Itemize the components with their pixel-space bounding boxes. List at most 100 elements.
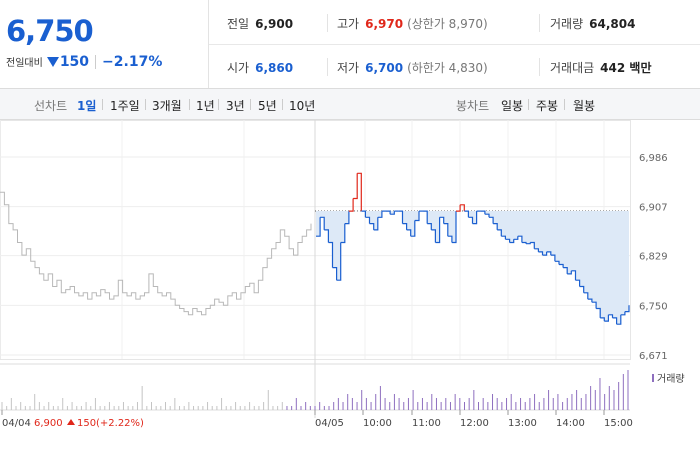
tab-5y[interactable]: 5년 bbox=[258, 99, 277, 113]
series-segment-today bbox=[575, 279, 581, 287]
tab-1d[interactable]: 1일 bbox=[77, 99, 97, 113]
y-tick-label: 6,671 bbox=[639, 351, 668, 362]
series-segment-today bbox=[414, 211, 420, 222]
divider bbox=[282, 99, 283, 110]
series-segment-today bbox=[616, 314, 622, 325]
series-segment-today bbox=[316, 217, 321, 237]
tab-monthly-candle[interactable]: 월봉 bbox=[573, 99, 596, 113]
series-segment-today bbox=[468, 216, 474, 224]
chart-area bbox=[316, 211, 629, 325]
series-segment-today bbox=[484, 213, 490, 218]
down-triangle-icon bbox=[46, 57, 59, 67]
series-segment-today bbox=[456, 204, 461, 212]
series-segment-today bbox=[567, 270, 572, 275]
stat-low: 저가 6,700 (하한가 4,830) bbox=[337, 59, 488, 76]
stat-prev-close: 전일 6,900 bbox=[227, 15, 293, 32]
series-segment-today bbox=[583, 292, 589, 300]
series-segment-today bbox=[344, 211, 350, 225]
x-tick-label: 11:00 bbox=[412, 418, 441, 429]
divider bbox=[539, 14, 540, 32]
chart-grid bbox=[0, 120, 631, 418]
y-axis-labels: 6,986 6,907 6,829 6,750 6,671 bbox=[639, 153, 668, 362]
divider bbox=[145, 99, 146, 110]
series-segment-today bbox=[497, 229, 502, 237]
series-segment-today bbox=[365, 216, 371, 224]
series-segment-today bbox=[464, 210, 469, 218]
series-segment-today bbox=[501, 235, 506, 240]
series-segment-today bbox=[608, 314, 614, 318]
x-tick-label: 15:00 bbox=[604, 418, 633, 429]
series-segment-today bbox=[624, 305, 630, 313]
change-percent: −2.17% bbox=[102, 54, 163, 70]
series-segment-today bbox=[451, 211, 457, 244]
series-segment-today bbox=[431, 229, 436, 243]
divider bbox=[564, 99, 565, 110]
y-tick-label: 6,829 bbox=[639, 252, 668, 263]
series-segment-today bbox=[423, 210, 428, 224]
divider bbox=[327, 58, 328, 76]
period-tabs: 선차트 1일 1주일 3개월 1년 3년 5년 10년 봉차트 일봉 주봉 월봉 bbox=[0, 89, 700, 120]
series-segment-today bbox=[439, 216, 445, 224]
price-block: 6,750 전일대비 150 −2.17% bbox=[0, 0, 209, 88]
series-segment-today bbox=[435, 217, 441, 244]
series-segment-today bbox=[620, 311, 626, 316]
tab-1y[interactable]: 1년 bbox=[196, 99, 215, 113]
series-segment-today bbox=[348, 198, 354, 212]
series-segment-today bbox=[386, 210, 391, 215]
lower-limit: (하한가 4,830) bbox=[407, 61, 488, 75]
change-label: 전일대비 bbox=[6, 58, 43, 69]
divider bbox=[528, 99, 529, 110]
series-segment-today bbox=[612, 317, 618, 325]
tab-3y[interactable]: 3년 bbox=[226, 99, 245, 113]
tab-10y[interactable]: 10년 bbox=[289, 99, 316, 113]
series-segment-today bbox=[377, 211, 383, 218]
series-segment-today bbox=[538, 251, 544, 256]
current-price: 6,750 bbox=[6, 14, 94, 48]
stat-label: 전일 bbox=[227, 17, 250, 31]
series-segment-today bbox=[521, 241, 527, 244]
series-segment-today bbox=[563, 267, 568, 274]
stat-value: 442 백만 bbox=[600, 61, 652, 75]
series-segment-today bbox=[402, 223, 408, 230]
series-segment-today bbox=[489, 216, 494, 224]
series-segment-today bbox=[571, 270, 577, 281]
stat-label: 시가 bbox=[227, 61, 250, 75]
divider bbox=[102, 99, 103, 110]
stat-amount: 거래대금 442 백만 bbox=[550, 59, 651, 76]
divider bbox=[209, 44, 700, 45]
series-segment-today bbox=[554, 260, 560, 265]
series-segment-today bbox=[517, 235, 523, 243]
series-segment-today bbox=[340, 223, 346, 244]
chart-lines bbox=[0, 172, 630, 325]
quote-header: 6,750 전일대비 150 −2.17% 전일 6,900 고가 6,970 (상한가 … bbox=[0, 0, 700, 89]
series-segment-today bbox=[369, 223, 375, 230]
x-tick-label: 13:00 bbox=[508, 418, 537, 429]
series-segment-today bbox=[591, 301, 597, 309]
series-segment-today bbox=[460, 204, 465, 212]
tab-1w[interactable]: 1주일 bbox=[110, 99, 140, 113]
x-tick-label: 04/04 bbox=[2, 418, 31, 429]
series-segment-today bbox=[357, 172, 362, 212]
series-segment-today bbox=[361, 210, 366, 218]
stat-value: 6,700 bbox=[365, 61, 404, 75]
prev-day-change: 150 bbox=[77, 418, 96, 429]
series-segment-today bbox=[513, 236, 519, 240]
x-tick-label: 04/05 bbox=[315, 418, 344, 429]
series-segment-today bbox=[332, 267, 338, 281]
up-triangle-icon bbox=[67, 419, 75, 425]
stat-value: 64,804 bbox=[589, 17, 636, 31]
stat-value: 6,970 bbox=[365, 17, 404, 31]
series-segment-today bbox=[600, 317, 605, 322]
stat-label: 고가 bbox=[337, 17, 360, 31]
series-segment-today bbox=[324, 229, 329, 243]
series-segment-today bbox=[427, 223, 432, 230]
stat-value: 6,900 bbox=[255, 17, 294, 31]
tab-weekly-candle[interactable]: 주봉 bbox=[536, 99, 559, 113]
stat-label: 거래량 bbox=[550, 17, 584, 31]
change-amount: 150 bbox=[59, 54, 90, 70]
stat-open: 시가 6,860 bbox=[227, 59, 293, 76]
series-segment-today bbox=[410, 220, 416, 237]
tab-3m[interactable]: 3개월 bbox=[152, 99, 182, 113]
tab-daily-candle[interactable]: 일봉 bbox=[501, 99, 524, 113]
candle-chart-label: 봉차트 bbox=[456, 99, 490, 113]
